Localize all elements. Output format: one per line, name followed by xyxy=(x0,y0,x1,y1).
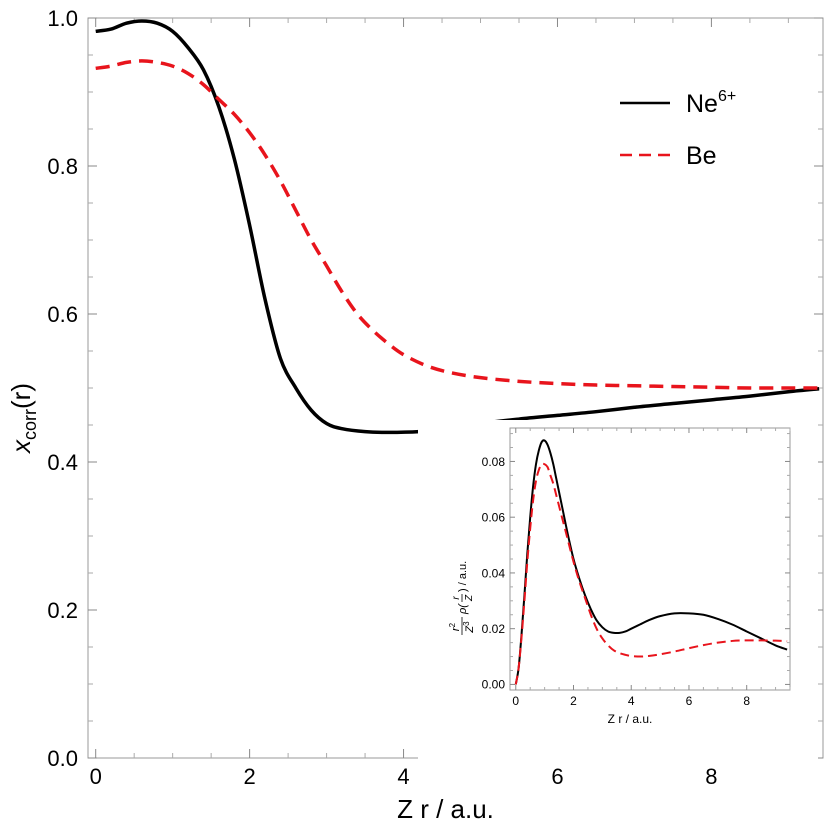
main-y-tick-label: 0.2 xyxy=(47,598,78,623)
main-x-axis-label: Z r / a.u. xyxy=(397,794,494,824)
inset-y-tick-label: 0.04 xyxy=(482,566,506,580)
main-x-tick-label: 4 xyxy=(397,764,409,789)
inset-x-tick-label: 4 xyxy=(628,694,635,708)
main-x-tick-label: 2 xyxy=(243,764,255,789)
main-y-tick-label: 0.6 xyxy=(47,302,78,327)
inset-y-label-rho: ρ( xyxy=(457,603,469,615)
main-x-tick-label: 8 xyxy=(705,764,717,789)
inset-y-label-r: r xyxy=(451,596,462,600)
inset-y-label-r2: r2 xyxy=(448,622,462,631)
main-y-tick-label: 0.8 xyxy=(47,154,78,179)
main-y-tick-label: 1.0 xyxy=(47,6,78,31)
legend-label-be: Be xyxy=(686,142,717,170)
main-y-tick-label: 0.4 xyxy=(47,450,78,475)
inset-y-label-z: Z xyxy=(464,594,475,602)
inset-y-label-z3: Z3 xyxy=(462,621,476,634)
inset-x-tick-label: 0 xyxy=(512,694,519,708)
main-y-tick-label: 0.0 xyxy=(47,746,78,771)
inset-x-tick-label: 8 xyxy=(743,694,750,708)
inset-x-axis-label: Z r / a.u. xyxy=(608,712,653,726)
main-legend: Ne6+ Be xyxy=(620,88,736,170)
inset-y-tick-label: 0.08 xyxy=(482,455,506,469)
inset-y-tick-label: 0.06 xyxy=(482,511,506,525)
main-series-line-be xyxy=(95,59,820,390)
inset-y-tick-label: 0.00 xyxy=(482,678,506,692)
inset-y-label-unit: ) / a.u. xyxy=(457,561,469,592)
inset-series-line-be xyxy=(514,462,788,685)
legend-label-ne6plus: Ne6+ xyxy=(686,88,736,118)
inset-x-tick-label: 6 xyxy=(686,694,693,708)
main-series-line-ne6plus xyxy=(95,19,820,435)
main-x-tick-label: 6 xyxy=(551,764,563,789)
inset-series-line-ne6plus xyxy=(514,439,788,685)
inset-frame xyxy=(509,427,791,691)
main-y-axis-label: xcorr(r) xyxy=(6,383,40,455)
inset-y-tick-label: 0.02 xyxy=(482,622,506,636)
inset-x-tick-label: 2 xyxy=(570,694,577,708)
main-x-tick-label: 0 xyxy=(90,764,102,789)
